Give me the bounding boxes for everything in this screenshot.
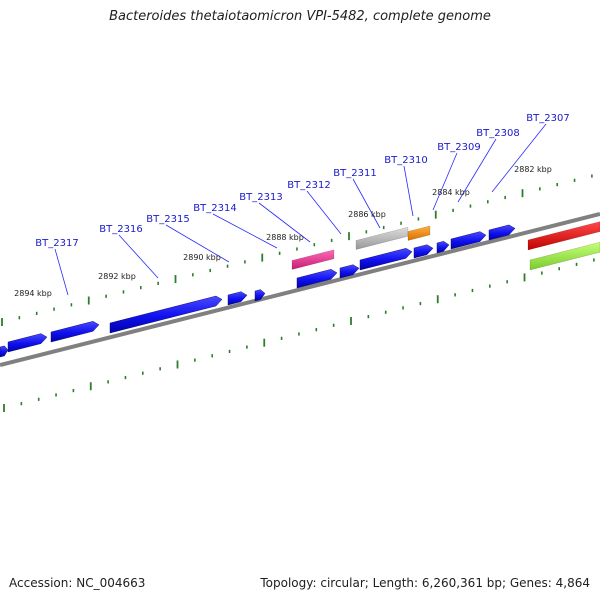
label-leader (306, 190, 342, 235)
label-leader (352, 178, 381, 229)
gene-label: BT_2309 (437, 142, 480, 153)
kbp-label: 2892 kbp (98, 272, 136, 281)
gene-arrow (436, 241, 450, 254)
map-title: Bacteroides thetaiotaomicron VPI-5482, c… (109, 9, 491, 24)
kbp-label: 2888 kbp (266, 233, 304, 242)
gene-arrow (0, 345, 9, 358)
gene-arrow (413, 244, 434, 259)
label-leader (403, 165, 414, 217)
gene-arrow (227, 291, 248, 306)
gene-label: BT_2315 (146, 214, 189, 225)
gene-label: BT_2310 (384, 155, 427, 166)
gene-label: BT_2313 (239, 192, 282, 203)
label-leader (432, 152, 458, 211)
label-leader (457, 138, 497, 203)
gene-arrow (339, 264, 360, 279)
feature-track (0, 221, 600, 358)
green-feature (529, 241, 600, 271)
gene-label: BT_2314 (193, 203, 236, 214)
gene-labels: BT_2307BT_2308BT_2309BT_2310BT_2311BT_23… (35, 113, 569, 249)
gene-arrow (359, 248, 413, 271)
kbp-label: 2890 kbp (183, 253, 221, 262)
gene-arrow (296, 269, 338, 289)
gene-arrow (488, 224, 516, 241)
scale-labels: 2882 kbp 2884 kbp 2886 kbp 2888 kbp 2890 kbp… (14, 165, 552, 298)
label-leader (212, 213, 278, 249)
gene-label: BT_2307 (526, 113, 569, 124)
gene-arrow (109, 295, 223, 334)
genome-backbone (0, 212, 600, 367)
tick-rings (1, 174, 595, 412)
gray-feature (355, 226, 409, 250)
gene-label: BT_2311 (333, 168, 376, 179)
red-feature (527, 221, 600, 251)
kbp-label: 2884 kbp (432, 188, 470, 197)
kbp-label: 2886 kbp (348, 210, 386, 219)
label-leader (491, 123, 547, 193)
gene-arrow (254, 289, 266, 302)
gene-label: BT_2308 (476, 128, 519, 139)
gene-arrow (50, 321, 100, 343)
kbp-label: 2894 kbp (14, 289, 52, 298)
accession-text: Accession: NC_004663 (9, 576, 146, 590)
label-leader (165, 224, 230, 263)
gene-label: BT_2316 (99, 224, 142, 235)
label-leaders (54, 123, 547, 296)
orange-feature (407, 225, 431, 241)
gene-arrow (7, 333, 48, 353)
genome-info: Topology: circular; Length: 6,260,361 bp… (260, 576, 590, 590)
kbp-label: 2882 kbp (514, 165, 552, 174)
gene-label: BT_2312 (287, 180, 330, 191)
magenta-feature (291, 249, 335, 270)
label-leader (54, 248, 69, 296)
gene-arrow (450, 231, 487, 250)
gene-label: BT_2317 (35, 238, 78, 249)
label-leader (118, 234, 159, 279)
label-leader (258, 202, 311, 243)
